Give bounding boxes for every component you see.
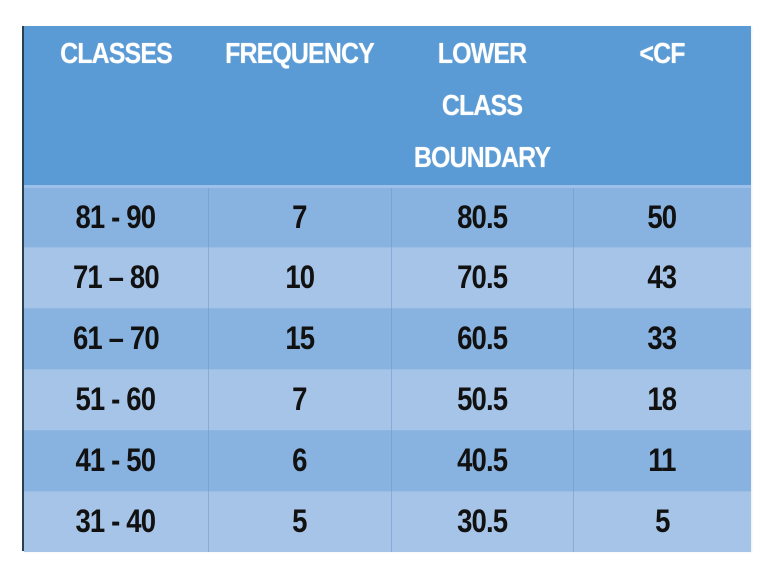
table-header: CLASSES FREQUENCY LOWER CLASS BOUNDARY <… [24,26,751,186]
cell-classes: 51 - 60 [24,368,208,430]
cell-frequency: 15 [207,307,391,369]
cell-lower-class-boundary: 30.5 [390,490,573,552]
header-frequency: FREQUENCY [225,38,375,70]
cell-classes: 31 - 40 [24,490,208,552]
cell-frequency: 7 [207,368,391,430]
cell-less-than-cf: 50 [572,186,751,247]
table-row: 31 - 40 5 30.5 5 [24,490,751,552]
header-less-than-cf: <CF [639,38,685,70]
table-row: 81 - 90 7 80.5 50 [24,186,751,247]
header-row: CLASSES FREQUENCY LOWER CLASS BOUNDARY <… [24,26,751,186]
cell-classes: 71 – 80 [24,246,208,308]
table-row: 51 - 60 7 50.5 18 [24,368,751,430]
cell-less-than-cf: 43 [572,246,751,308]
cell-less-than-cf: 11 [572,429,751,491]
cell-lower-class-boundary: 70.5 [390,246,573,308]
cell-lower-class-boundary: 40.5 [390,429,573,491]
cell-classes: 81 - 90 [75,198,157,235]
cell-frequency: 6 [207,429,391,491]
header-lower-class-boundary: LOWER CLASS BOUNDARY [413,38,551,174]
cell-less-than-cf: 5 [572,490,751,552]
cell-frequency: 5 [207,490,391,552]
table-row: 71 – 80 10 70.5 43 [24,246,751,308]
cell-lower-class-boundary: 50.5 [390,368,573,430]
cell-lower-class-boundary: 80.5 [390,186,573,247]
cell-frequency: 7 [207,186,391,247]
table-row: 61 – 70 15 60.5 33 [24,307,751,369]
data-table: CLASSES FREQUENCY LOWER CLASS BOUNDARY <… [24,26,751,552]
table-row: 41 - 50 6 40.5 11 [24,429,751,491]
table-body: 81 - 90 7 80.5 50 71 – 80 10 70.5 43 61 … [24,186,751,552]
header-classes: CLASSES [60,38,173,70]
cell-less-than-cf: 18 [572,368,751,430]
cell-classes: 41 - 50 [24,429,208,491]
cell-classes: 61 – 70 [24,307,208,369]
frequency-distribution-table: CLASSES FREQUENCY LOWER CLASS BOUNDARY <… [22,26,751,552]
cell-lower-class-boundary: 60.5 [390,307,573,369]
cell-less-than-cf: 33 [572,307,751,369]
cell-frequency: 10 [207,246,391,308]
